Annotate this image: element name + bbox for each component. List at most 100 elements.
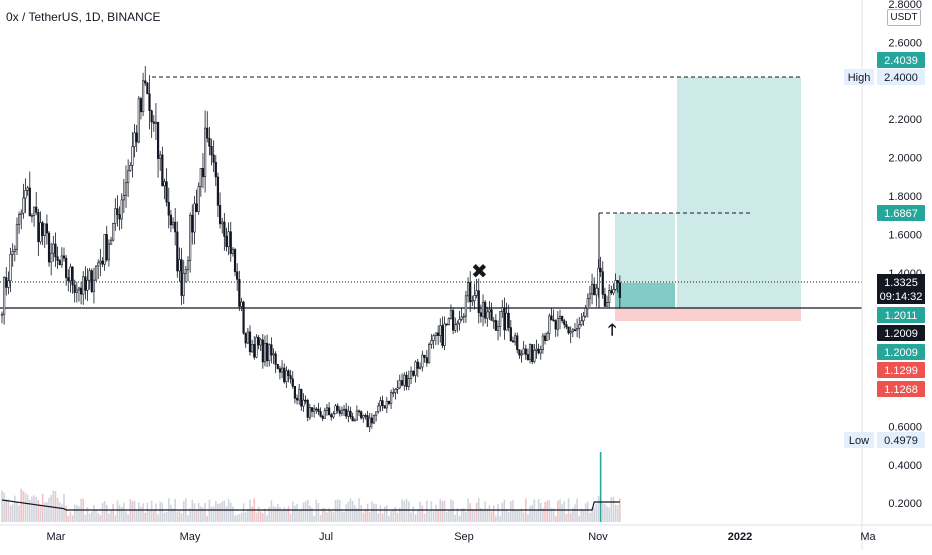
volume-bar bbox=[159, 501, 162, 522]
candle-body bbox=[248, 331, 252, 353]
candle-body bbox=[107, 243, 110, 261]
candle-body bbox=[169, 214, 172, 226]
volume-bar bbox=[490, 511, 493, 522]
volume-bar bbox=[140, 506, 142, 522]
volume-bar bbox=[255, 512, 258, 522]
volume-bar bbox=[428, 511, 430, 522]
volume-bar bbox=[223, 500, 226, 522]
symbol-title[interactable]: 0x / TetherUS, 1D, BINANCE bbox=[6, 10, 161, 24]
markers: ✖ 🡑 bbox=[471, 261, 616, 339]
candle-body bbox=[178, 259, 181, 272]
candle-body bbox=[62, 255, 66, 259]
volume-bar bbox=[529, 505, 531, 522]
candle-body bbox=[452, 310, 455, 331]
volume-bar bbox=[35, 496, 38, 522]
candle-body bbox=[469, 282, 472, 303]
candle-body bbox=[496, 326, 500, 331]
candle-body bbox=[9, 253, 12, 282]
candle-body bbox=[90, 270, 93, 292]
volume-bar bbox=[338, 500, 341, 522]
volume-bar bbox=[24, 492, 27, 522]
volume-bar bbox=[142, 503, 144, 522]
candle-body bbox=[22, 197, 25, 214]
currency-label[interactable]: USDT bbox=[887, 9, 921, 26]
volume-bar bbox=[229, 502, 232, 522]
volume-bar bbox=[54, 490, 57, 522]
candle-body bbox=[5, 277, 8, 288]
volume-bar bbox=[272, 506, 275, 522]
price-tick-label: 1.8000 bbox=[888, 191, 922, 203]
candle-body bbox=[285, 370, 288, 383]
up-arrow-icon: 🡑 bbox=[608, 322, 616, 339]
candle-body bbox=[590, 283, 594, 295]
volume-bar bbox=[65, 505, 67, 522]
candle-body bbox=[270, 344, 273, 356]
volume-bar bbox=[270, 500, 273, 522]
countdown-tag: 09:14:32 bbox=[880, 291, 923, 303]
volume-bar bbox=[441, 501, 444, 522]
volume-bar bbox=[298, 510, 300, 522]
candle-body bbox=[71, 266, 74, 286]
volume-bar bbox=[437, 510, 439, 522]
level-tag-2: 1.2009 bbox=[884, 328, 918, 340]
candle-body bbox=[353, 419, 356, 422]
level-tag-2-bg bbox=[877, 325, 925, 341]
candle-body bbox=[144, 80, 147, 84]
high-value-bg bbox=[877, 69, 925, 85]
volume-bar bbox=[84, 515, 87, 522]
volume-bar bbox=[16, 502, 18, 522]
candle-body bbox=[45, 223, 48, 234]
volume-bar bbox=[116, 500, 119, 522]
volume-bar bbox=[78, 506, 80, 522]
volume-bar bbox=[123, 502, 125, 522]
candle-body bbox=[280, 367, 284, 373]
candle-body bbox=[180, 259, 183, 296]
candle-body bbox=[261, 339, 264, 363]
candle-body bbox=[464, 295, 468, 317]
candle-body bbox=[338, 410, 341, 414]
candle-body bbox=[208, 137, 211, 147]
candle-body bbox=[308, 407, 311, 418]
volume-bar bbox=[217, 503, 219, 522]
candle-body bbox=[60, 255, 63, 266]
volume-bar bbox=[291, 501, 294, 522]
volume-bar bbox=[488, 505, 491, 522]
volume-bar bbox=[214, 501, 217, 522]
level-tag-3: 1.2009 bbox=[884, 347, 918, 359]
stop-tag-1: 1.1299 bbox=[884, 365, 918, 377]
volume-bar bbox=[244, 512, 247, 522]
candle-body bbox=[24, 190, 27, 199]
volume-bar bbox=[148, 509, 151, 522]
candle-body bbox=[471, 300, 474, 303]
volume-bar bbox=[37, 499, 40, 522]
volume-bar bbox=[56, 498, 59, 522]
candle-body bbox=[392, 392, 395, 394]
candle-body bbox=[218, 205, 222, 225]
candle-body bbox=[323, 410, 326, 419]
volume-bar bbox=[296, 503, 298, 522]
candle-body bbox=[306, 399, 309, 418]
candle-body bbox=[99, 260, 102, 264]
volume-bar bbox=[221, 501, 224, 522]
candle-body bbox=[174, 221, 177, 233]
candle-body bbox=[315, 408, 318, 411]
candle-body bbox=[520, 353, 523, 356]
candle-body bbox=[546, 333, 549, 341]
candle-body bbox=[357, 410, 361, 413]
volume-bar bbox=[225, 506, 228, 522]
volume-bar bbox=[39, 505, 42, 522]
candle-body bbox=[193, 203, 196, 233]
candle-body bbox=[295, 397, 299, 401]
volume-bar bbox=[495, 515, 497, 522]
candle-body bbox=[445, 323, 448, 326]
last-price-bg bbox=[877, 274, 925, 304]
candle-body bbox=[381, 400, 384, 406]
candle-body bbox=[135, 132, 138, 143]
candle-body bbox=[268, 344, 271, 362]
candle-body bbox=[313, 408, 316, 412]
candle-body bbox=[300, 388, 303, 407]
volume-bar bbox=[328, 508, 330, 522]
candle-body bbox=[428, 344, 431, 364]
